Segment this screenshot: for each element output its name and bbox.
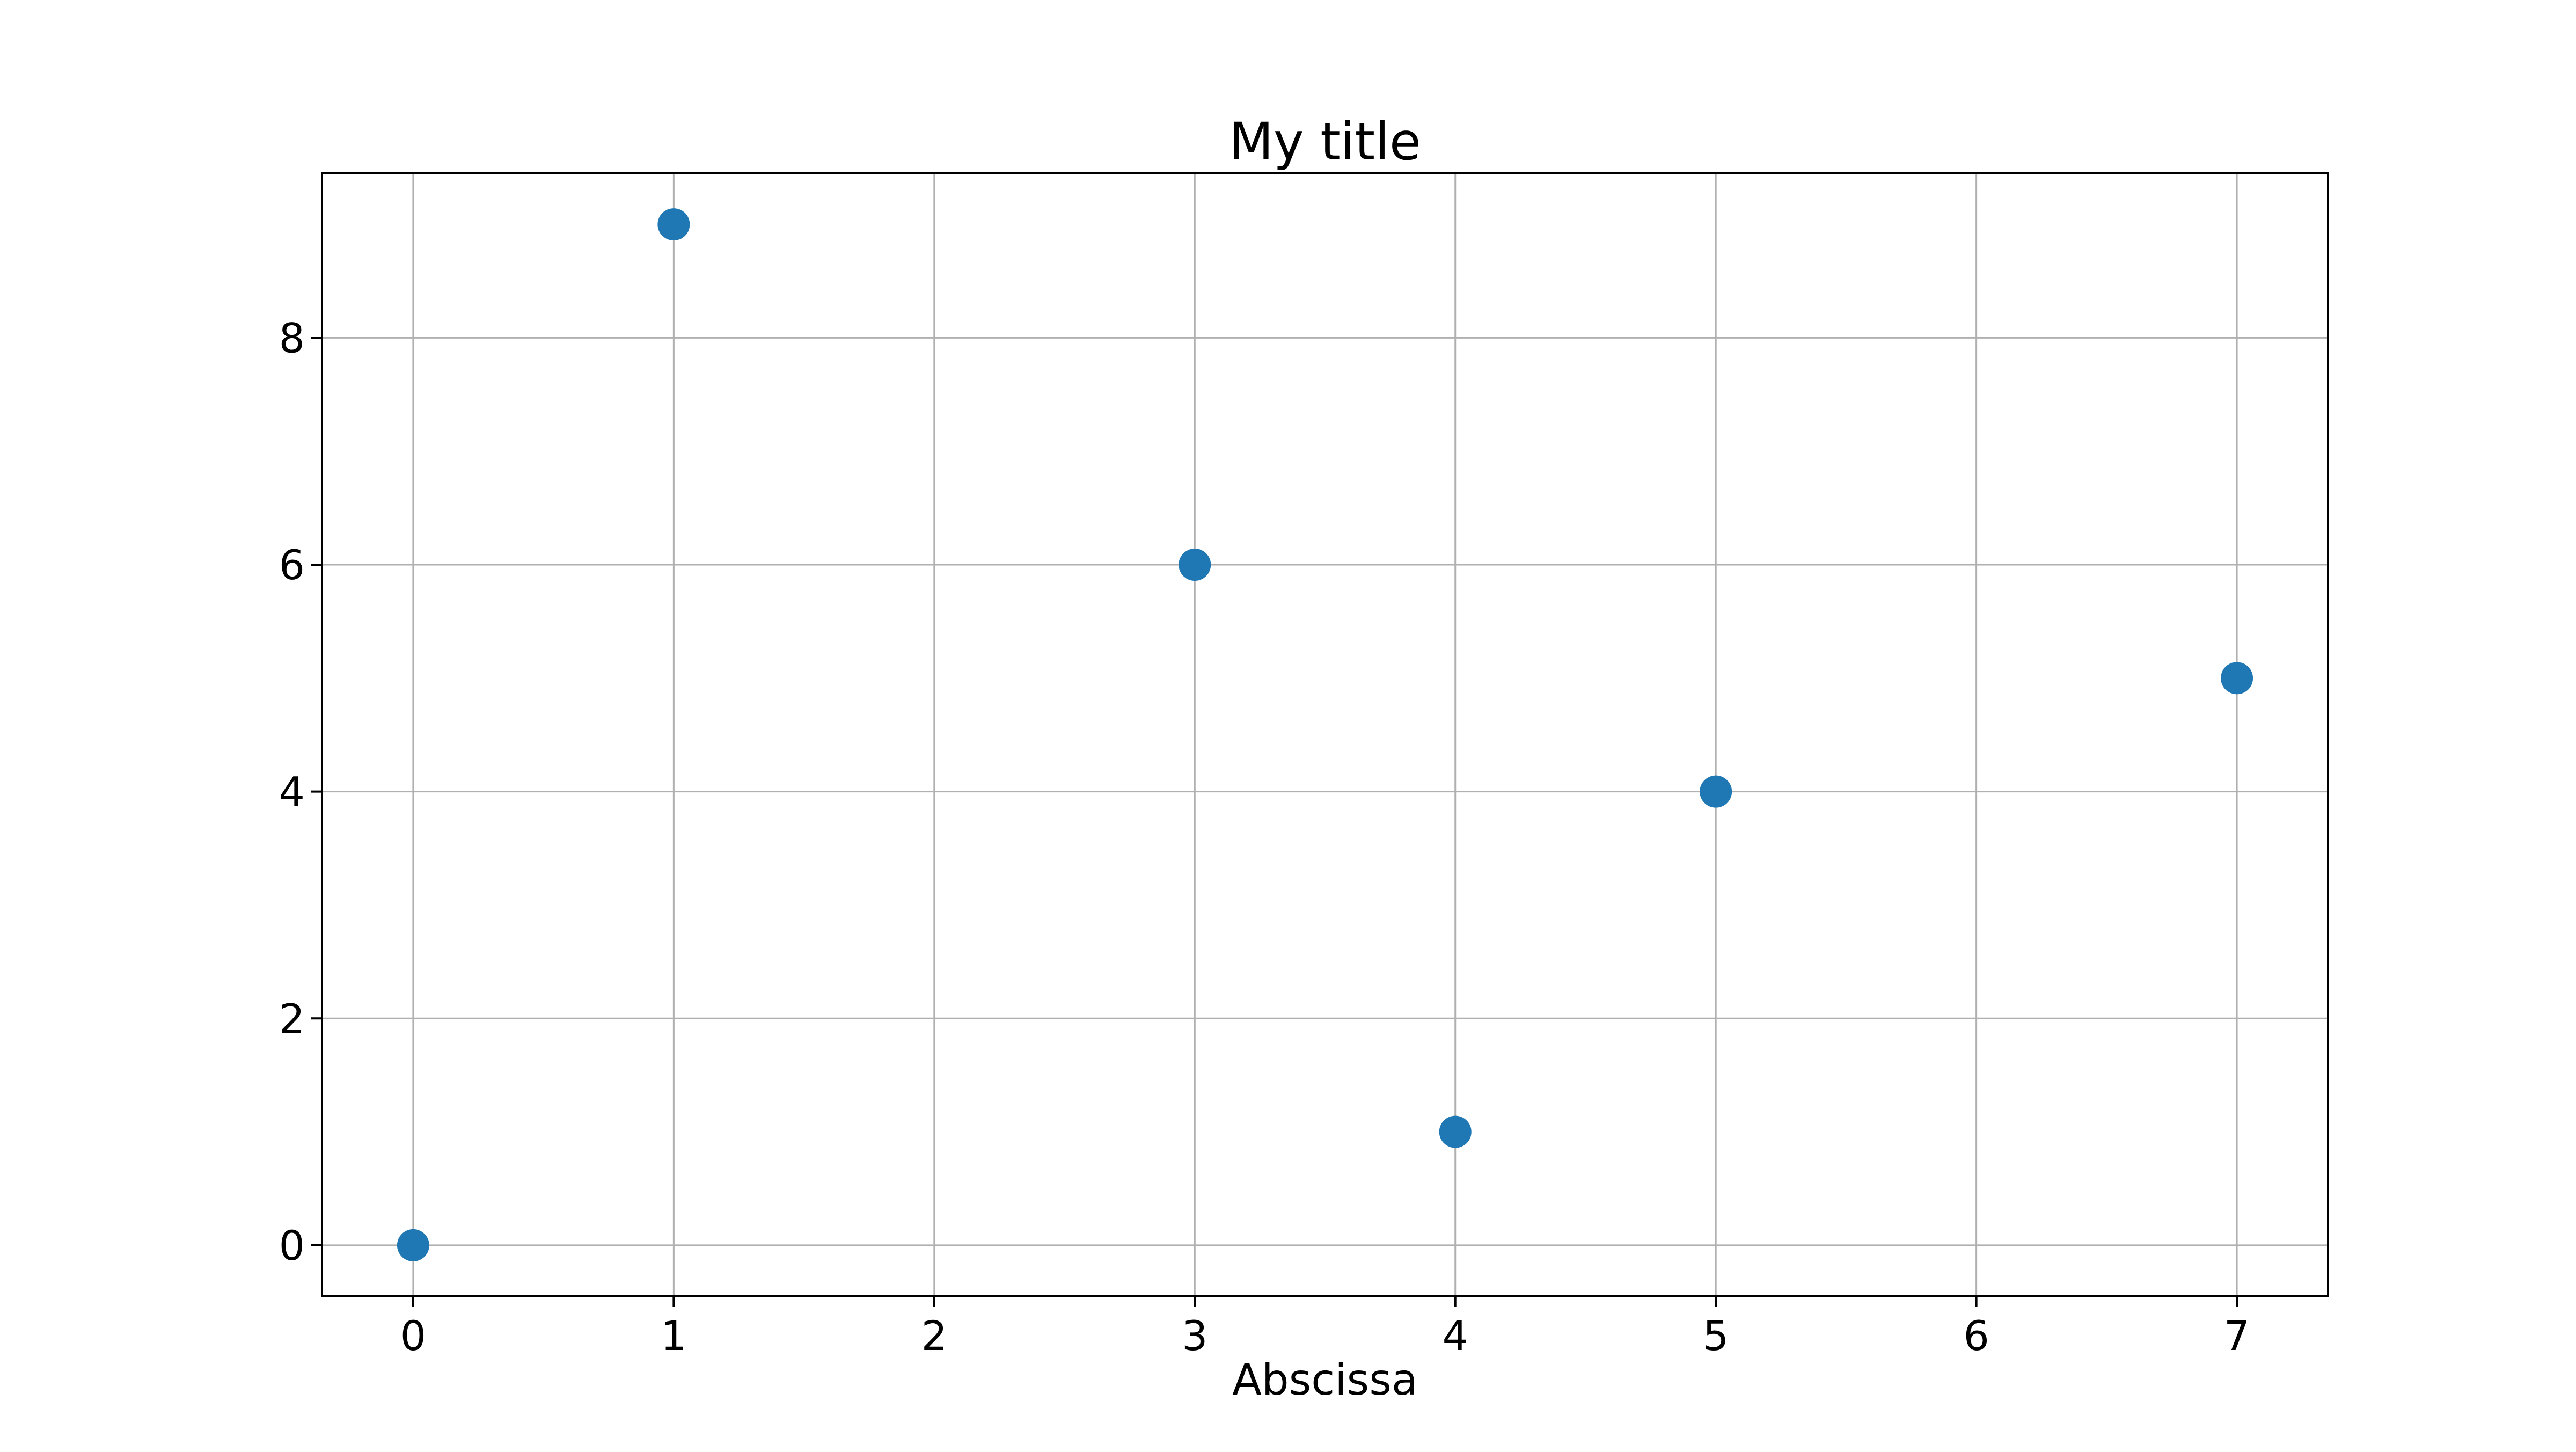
scatter-point — [1179, 549, 1211, 581]
x-tick-label: 0 — [400, 1312, 426, 1360]
scatter-point — [1700, 775, 1732, 808]
axis-ticks: 0 1 2 3 4 5 6 7 0 2 4 6 8 — [279, 314, 2250, 1360]
scatter-point — [657, 208, 690, 241]
x-tick-label: 5 — [1703, 1312, 1729, 1360]
x-tick-label: 6 — [1963, 1312, 1989, 1360]
x-tick-label: 7 — [2224, 1312, 2250, 1360]
y-tick-label: 8 — [279, 314, 305, 362]
x-tick-label: 1 — [661, 1312, 686, 1360]
y-tick-label: 2 — [279, 995, 305, 1042]
y-tick-label: 6 — [279, 541, 305, 589]
x-axis-label: Abscissa — [1232, 1355, 1418, 1405]
x-tick-label: 4 — [1443, 1312, 1468, 1360]
grid-lines — [322, 173, 2328, 1296]
y-tick-label: 0 — [279, 1222, 305, 1269]
x-tick-label: 3 — [1182, 1312, 1208, 1360]
plot-area-frame — [321, 172, 2329, 1297]
chart-title: My title — [1229, 112, 1421, 172]
scatter-point — [397, 1229, 429, 1261]
y-tick-label: 4 — [279, 768, 305, 816]
scatter-point — [2221, 662, 2253, 695]
x-tick-label: 2 — [921, 1312, 947, 1360]
scatter-points — [397, 208, 2253, 1261]
scatter-point — [1439, 1115, 1472, 1148]
